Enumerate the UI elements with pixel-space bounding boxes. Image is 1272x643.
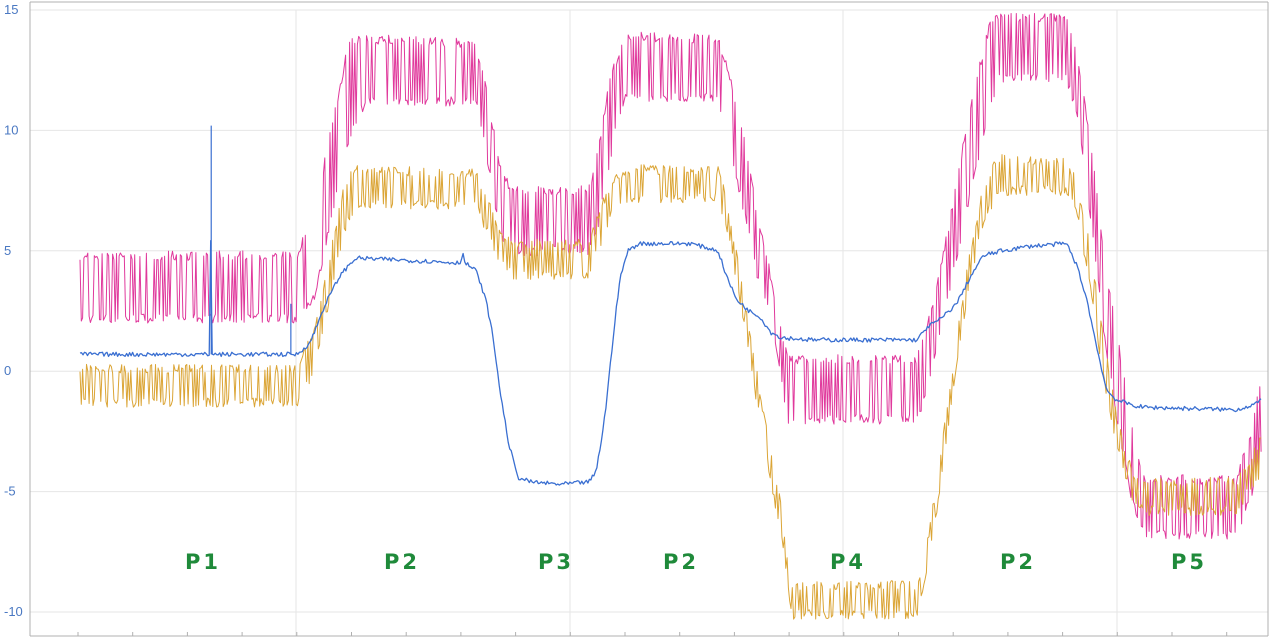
series-layer — [79, 13, 1262, 620]
y-tick-label: -5 — [4, 484, 16, 499]
y-tick-label: 5 — [4, 243, 11, 258]
series-blue-line — [79, 240, 1262, 486]
series-orange-line — [79, 154, 1262, 620]
phase-label-p2: P2 — [663, 550, 699, 574]
phase-label-p4: P4 — [830, 550, 866, 574]
axes — [29, 1, 1269, 637]
y-tick-label: 10 — [4, 122, 18, 137]
phase-label-p5: P5 — [1171, 550, 1207, 574]
y-tick-label: 0 — [4, 363, 11, 378]
phase-label-p3: P3 — [538, 550, 574, 574]
series-magenta-line — [79, 13, 1262, 540]
y-tick-label: 15 — [4, 2, 18, 17]
phase-label-p2: P2 — [1000, 550, 1036, 574]
labels-layer: 15 10 5 0 -5 -10 P1 P2 P3 P2 P4 P2 P5 — [4, 2, 1207, 619]
phase-label-p1: P1 — [185, 550, 221, 574]
y-tick-label: -10 — [4, 604, 23, 619]
phase-label-p2: P2 — [384, 550, 420, 574]
